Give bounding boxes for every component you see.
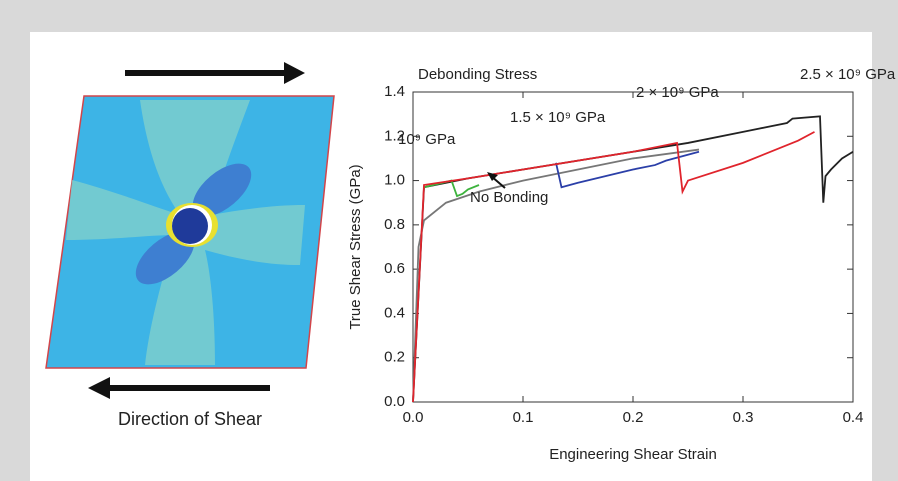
series-label: 2.5 × 10⁹ GPa [800, 66, 896, 83]
annotation: Debonding Stress [418, 66, 537, 83]
y-tick-label: 1.0 [384, 172, 405, 189]
series-label: 10⁹ GPa [398, 131, 456, 148]
inclusion [172, 208, 208, 244]
series-label: 1.5 × 10⁹ GPa [510, 109, 606, 126]
diagram-label: Direction of Shear [118, 409, 262, 429]
y-tick-label: 0.2 [384, 349, 405, 366]
x-tick-label: 0.2 [623, 409, 644, 426]
x-tick-label: 0.1 [513, 409, 534, 426]
x-tick-label: 0.0 [403, 409, 424, 426]
series-label: 2 × 10⁹ GPa [636, 84, 719, 101]
y-tick-label: 1.4 [384, 83, 405, 100]
series-label: No Bonding [470, 189, 548, 206]
y-tick-label: 0.8 [384, 216, 405, 233]
x-axis-label: Engineering Shear Strain [549, 446, 717, 463]
y-tick-label: 0.4 [384, 304, 405, 321]
figure: Direction of Shear 0.0 0.1 0.2 0.3 0.4 0.0 0.2… [0, 0, 898, 481]
x-tick-label: 0.3 [733, 409, 754, 426]
y-axis-label: True Shear Stress (GPa) [347, 164, 364, 329]
y-tick-label: 0.6 [384, 260, 405, 277]
x-tick-label: 0.4 [843, 409, 864, 426]
y-tick-label: 0.0 [384, 393, 405, 410]
